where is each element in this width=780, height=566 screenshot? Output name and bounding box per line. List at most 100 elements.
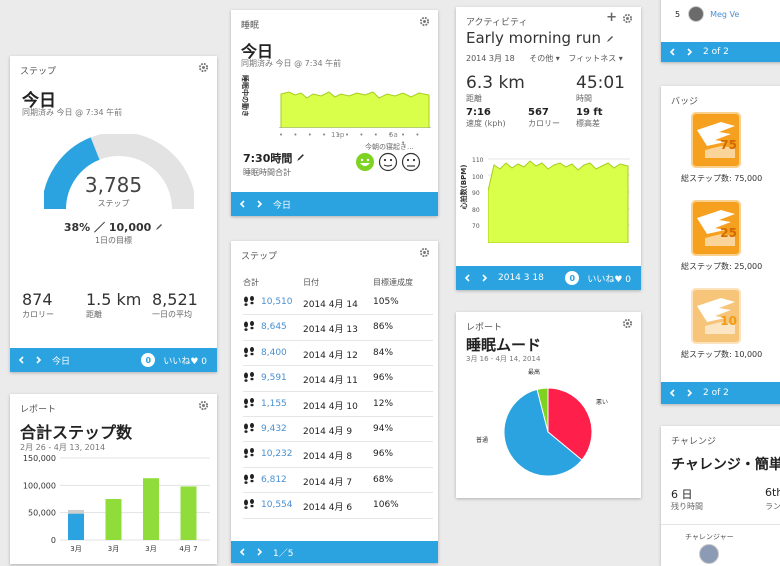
steps-list-card: ステップ 合計 日付 目標達成度 10,510 2014 4月 14 105% 8,6… (231, 241, 438, 563)
steps-total-link[interactable]: 8,400 (261, 347, 287, 358)
shoe-wing-icon (697, 210, 735, 246)
badge-item[interactable]: 75 総ステップ数: 75,000 (661, 112, 780, 192)
chevron-left-icon[interactable] (18, 356, 26, 364)
row-goal-percent: 94% (373, 423, 394, 434)
challenge-card: チャレンジ チャレンジ・簡単 6 日 残り時間 6th ラン チャレンジャー (661, 426, 780, 566)
steps-total-link[interactable]: 10,510 (261, 297, 293, 307)
chevron-left-icon[interactable] (239, 548, 247, 556)
like-button[interactable]: いいね♥ 0 (163, 356, 207, 367)
card-header: レポート (466, 323, 503, 333)
x-tick-label: 3月 (108, 545, 119, 553)
chevron-right-icon[interactable] (255, 548, 263, 556)
avatar (699, 544, 719, 564)
gear-icon[interactable] (198, 400, 209, 411)
edit-icon[interactable] (155, 223, 163, 231)
like-button[interactable]: いいね♥ 0 (587, 274, 631, 285)
card-header: レポート (20, 405, 57, 415)
steps-total-link[interactable]: 10,554 (261, 500, 293, 511)
table-row[interactable]: 10,510 2014 4月 14 105% (243, 290, 433, 316)
chevron-left-icon[interactable] (669, 389, 677, 397)
friend-name[interactable]: Meg Ve (710, 9, 740, 19)
column-header[interactable]: 日付 (303, 278, 319, 287)
distance-value: 1.5 km (86, 290, 142, 309)
calories-label: カロリー (528, 119, 560, 128)
sleep-x-axis: • • • • • 11p • • • • 5a • • • (279, 131, 424, 147)
chevron-right-icon[interactable] (255, 200, 263, 208)
heart-rate-ticks: 110 100 90 80 70 (472, 153, 483, 236)
sleep-movement-chart (279, 91, 431, 128)
badge-item[interactable]: 25 総ステップ数: 25,000 (661, 200, 780, 280)
steps-total-link[interactable]: 8,645 (261, 322, 287, 333)
gear-icon[interactable] (622, 318, 633, 329)
gear-icon[interactable] (198, 62, 209, 73)
category-dropdown[interactable]: フィットネス ▾ (568, 54, 623, 63)
heart-rate-axis-label: 心拍数(BPM) (460, 164, 468, 210)
type-dropdown[interactable]: その他 ▾ (529, 54, 560, 63)
calories-label: カロリー (22, 310, 54, 319)
steps-total-link[interactable]: 1,155 (261, 398, 287, 409)
rank-number: 5 (675, 9, 681, 19)
chevron-left-icon[interactable] (464, 274, 472, 282)
table-row[interactable]: 10,232 2014 4月 8 96% (243, 442, 433, 468)
badges-card: バッジ 75 総ステップ数: 75,000 25 総ステップ数: 25,000 10 総ス… (661, 86, 780, 404)
edit-icon[interactable] (606, 35, 614, 43)
add-icon[interactable]: + (606, 10, 617, 25)
goal-line: 38% ／ 10,000 (10, 219, 217, 235)
chevron-right-icon[interactable] (34, 356, 42, 364)
table-row[interactable]: 8,645 2014 4月 13 86% (243, 315, 433, 341)
like-count-badge[interactable]: 0 (141, 353, 156, 367)
neutral-face-icon[interactable] (378, 152, 398, 172)
badge-label: 総ステップ数: 25,000 (681, 262, 763, 271)
sleep-time: 7:30時間 (243, 150, 305, 166)
row-date: 2014 4月 6 (303, 503, 353, 514)
table-row[interactable]: 6,812 2014 4月 7 68% (243, 468, 433, 494)
table-row[interactable]: 10,554 2014 4月 6 106% (243, 493, 433, 519)
chevron-right-icon[interactable] (685, 48, 693, 56)
y-tick-label: 110 (472, 157, 484, 164)
column-header[interactable]: 合計 (243, 278, 259, 287)
rank-value: 6th (765, 486, 780, 499)
steps-total-link[interactable]: 9,432 (261, 423, 287, 434)
speed-stat: 7:16 速度 (kph) (466, 107, 506, 129)
chevron-right-icon[interactable] (685, 389, 693, 397)
table-row[interactable]: 8,400 2014 4月 12 84% (243, 341, 433, 367)
row-date: 2014 4月 11 (303, 376, 358, 387)
sleep-total-label: 睡眠時間合計 (243, 168, 291, 177)
calories-stat: 874 カロリー (22, 290, 74, 320)
steps-total-link[interactable]: 10,232 (261, 449, 293, 460)
sad-face-icon[interactable] (401, 152, 421, 172)
distance-label: 距離 (466, 94, 482, 103)
gear-icon[interactable] (419, 247, 430, 258)
row-goal-percent: 68% (373, 474, 394, 485)
table-row[interactable]: 9,432 2014 4月 9 94% (243, 417, 433, 443)
row-date: 2014 4月 12 (303, 350, 358, 361)
chevron-right-icon[interactable] (480, 274, 488, 282)
like-count-badge[interactable]: 0 (565, 271, 580, 285)
gauge-progress (44, 137, 100, 210)
table-row[interactable]: 1,155 2014 4月 10 12% (243, 392, 433, 417)
pie-slice (536, 387, 549, 433)
row-date: 2014 4月 7 (303, 477, 353, 488)
edit-icon[interactable] (296, 153, 305, 162)
gear-icon[interactable] (622, 13, 633, 24)
footer-date: 今日 (273, 200, 292, 211)
leaderboard-row[interactable]: 5 Meg Ve (675, 6, 739, 22)
daily-average-stat: 8,521 一日の平均 (152, 290, 212, 320)
steps-total-link[interactable]: 6,812 (261, 474, 287, 485)
table-row[interactable]: 9,591 2014 4月 11 96% (243, 366, 433, 392)
steps-value: 3,785 (84, 173, 143, 197)
column-header[interactable]: 目標達成度 (373, 278, 413, 287)
steps-total-link[interactable]: 9,591 (261, 373, 287, 384)
x-tick-label: 5a (389, 131, 398, 139)
activity-title-text[interactable]: Early morning run (466, 29, 601, 47)
chevron-left-icon[interactable] (239, 200, 247, 208)
card-header: アクティビティ (466, 18, 528, 28)
badge-icon: 25 (691, 200, 741, 256)
shoe-wing-icon (697, 122, 735, 158)
badge-number: 25 (720, 226, 737, 240)
happy-face-icon[interactable] (355, 152, 375, 172)
badge-item[interactable]: 10 総ステップ数: 10,000 (661, 288, 780, 368)
chevron-left-icon[interactable] (669, 48, 677, 56)
gear-icon[interactable] (419, 16, 430, 27)
slice-label: 最高 (528, 368, 540, 376)
